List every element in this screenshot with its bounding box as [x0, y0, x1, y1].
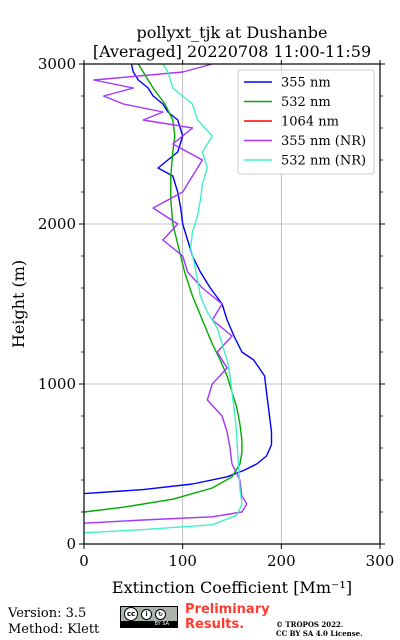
chart-subtitle: [Averaged] 20220708 11:00-11:59 [93, 42, 371, 61]
copyright-note: © TROPOS 2022. CC BY SA 4.0 License. [276, 620, 363, 638]
y-axis-label: Height (m) [9, 260, 28, 348]
legend-box [237, 69, 375, 175]
legend-label: 532 nm (NR) [281, 154, 366, 169]
cc-license-badge: cc i ↻ BY SA [120, 606, 178, 628]
series-line-4 [83, 63, 243, 534]
cc-logo-icon: cc [124, 607, 138, 621]
attribution-icon: i [141, 608, 152, 620]
preliminary-results-note: Preliminary Results. [185, 602, 270, 632]
legend-label: 355 nm (NR) [281, 134, 366, 149]
method-text: Method: Klett [8, 622, 100, 637]
preliminary-line-1: Preliminary [185, 602, 270, 617]
legend-label: 355 nm [281, 76, 331, 91]
legend-label: 532 nm [281, 95, 331, 110]
legend: 355 nm 532 nm 1064 nm 355 nm (NR) 532 nm (NR… [237, 69, 375, 175]
y-tick-label: 0 [66, 535, 76, 553]
x-tick-label: 0 [79, 552, 89, 570]
copyright-line-1: © TROPOS 2022. [276, 620, 344, 629]
share-alike-icon: ↻ [155, 608, 166, 620]
copyright-line-2: CC BY SA 4.0 License. [276, 629, 363, 638]
x-tick-label: 200 [267, 552, 296, 570]
y-tick-label: 2000 [38, 215, 76, 233]
chart-title: pollyxt_tjk at Dushanbe [136, 23, 327, 42]
plot-frame [83, 63, 381, 545]
y-tick-label: 1000 [38, 375, 76, 393]
x-axis-label: Extinction Coefficient [Mm⁻¹] [112, 578, 352, 597]
y-tick-label: 3000 [38, 55, 76, 73]
version-text: Version: 3.5 [8, 606, 87, 621]
cc-by-label: BY [154, 621, 161, 627]
series-lines [83, 63, 273, 534]
footer-info: Version: 3.5 Method: Klett [8, 606, 99, 638]
preliminary-line-2: Results. [185, 617, 245, 632]
legend-label: 1064 nm [281, 115, 339, 130]
series-line-1 [83, 63, 243, 513]
series-line-3 [83, 63, 248, 524]
extinction-profile-chart: pollyxt_tjk at Dushanbe [Averaged] 20220… [9, 23, 395, 597]
cc-sa-label: SA [162, 621, 169, 627]
x-tick-label: 300 [366, 552, 395, 570]
x-tick-label: 100 [168, 552, 197, 570]
